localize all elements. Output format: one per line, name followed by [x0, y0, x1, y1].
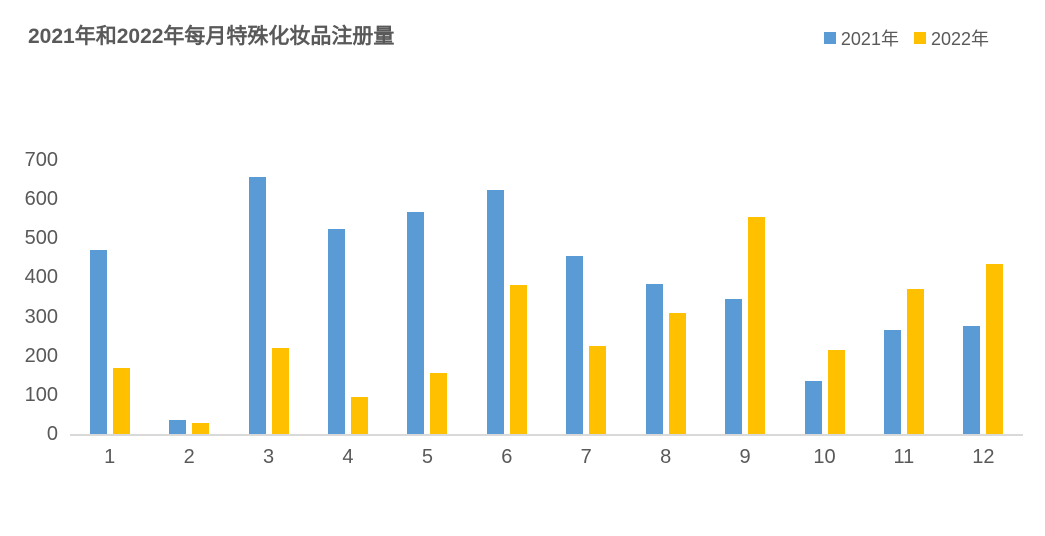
legend-label-2021: 2021年 [840, 29, 899, 49]
bar-2022-month-6 [509, 284, 527, 434]
x-tick-label-12: 12 [972, 446, 995, 468]
x-tick-label-3: 3 [262, 446, 275, 468]
y-tick-label-0: 0 [46, 423, 58, 445]
bar-2022-month-7 [589, 346, 607, 434]
bar-2021-month-8 [645, 284, 663, 434]
x-tick-label-2: 2 [183, 446, 195, 468]
bar-2022-month-3 [271, 347, 289, 434]
bar-group-month-10 [785, 160, 864, 434]
x-tick-label-1: 1 [104, 446, 116, 468]
bar-2021-month-6 [486, 190, 504, 434]
bar-2021-month-7 [566, 255, 584, 434]
bar-group-month-6 [467, 160, 546, 434]
bar-2021-month-2 [169, 420, 187, 434]
x-axis-line [70, 434, 1023, 436]
y-tick-label-400: 400 [24, 266, 58, 289]
bar-2021-month-10 [804, 380, 822, 434]
y-axis: 0 100 200 300 400 500 600 700 [0, 150, 58, 444]
bar-2022-month-4 [350, 397, 368, 434]
bar-group-month-3 [229, 160, 308, 434]
x-tick-label-8: 8 [660, 446, 672, 468]
bar-group-month-9 [705, 160, 784, 434]
legend-item-2022[interactable]: 2022年 [913, 25, 989, 51]
x-tick-label-7: 7 [580, 446, 592, 468]
bar-group-month-11 [864, 160, 943, 434]
x-tick-label-5: 5 [421, 446, 433, 468]
x-tick-label-4: 4 [342, 446, 354, 468]
bar-2022-month-2 [192, 423, 210, 434]
y-tick-label-200: 200 [24, 344, 58, 367]
y-tick-label-100: 100 [24, 383, 58, 406]
chart-legend: 2021年 2022年 [823, 25, 989, 51]
bar-group-month-5 [388, 160, 467, 434]
plot-area [70, 160, 1023, 436]
bar-group-month-4 [308, 160, 387, 434]
x-tick-label-9: 9 [739, 446, 751, 468]
bar-2021-month-12 [963, 326, 981, 434]
chart-title: 2021年和2022年每月特殊化妆品注册量 [28, 25, 395, 48]
bar-2022-month-8 [668, 312, 686, 434]
y-tick-label-300: 300 [24, 305, 58, 328]
bar-2021-month-3 [248, 177, 266, 434]
bar-2021-month-1 [89, 250, 107, 434]
bar-group-month-8 [626, 160, 705, 434]
bar-2021-month-5 [407, 211, 425, 434]
bar-2022-month-5 [430, 373, 448, 434]
x-tick-label-10: 10 [813, 446, 836, 468]
bar-2022-month-12 [986, 264, 1004, 434]
bar-2022-month-10 [827, 350, 845, 434]
x-tick-label-6: 6 [501, 446, 513, 468]
bar-group-month-12 [944, 160, 1023, 434]
bar-group-month-7 [547, 160, 626, 434]
x-tick-label-11: 11 [893, 446, 915, 468]
bar-2021-month-9 [725, 298, 743, 434]
bar-group-month-1 [70, 160, 149, 434]
bar-2021-month-4 [327, 228, 345, 434]
legend-item-2021[interactable]: 2021年 [823, 25, 899, 51]
y-tick-label-600: 600 [24, 188, 58, 211]
legend-label-2022: 2022年 [930, 29, 989, 49]
bar-group-month-2 [149, 160, 228, 434]
bar-2021-month-11 [883, 329, 901, 434]
x-axis: 1 2 3 4 5 6 7 8 9 10 11 12 [70, 446, 1023, 469]
bar-2022-month-9 [748, 216, 766, 434]
legend-swatch-2022-icon [913, 32, 926, 44]
bars-region [70, 160, 1023, 434]
y-tick-label-700: 700 [24, 149, 58, 171]
bar-2022-month-11 [906, 288, 924, 434]
bar-2022-month-1 [112, 368, 130, 434]
legend-swatch-2021-icon [823, 32, 836, 44]
y-tick-label-500: 500 [24, 227, 58, 250]
